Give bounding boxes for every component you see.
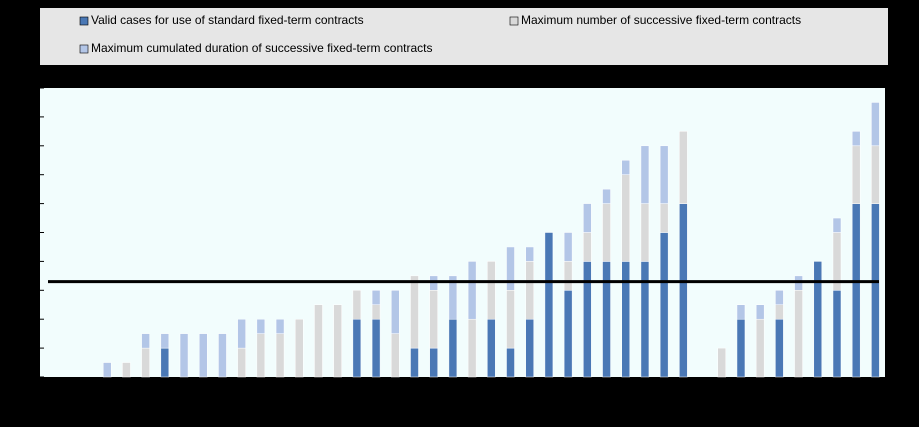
- bar-segment: [736, 318, 746, 378]
- bar-segment: [525, 318, 534, 378]
- bar-segment: [602, 203, 611, 262]
- bar-segment: [467, 261, 477, 320]
- bar-segment: [583, 232, 592, 262]
- bar-segment: [659, 145, 669, 204]
- bar-segment: [583, 261, 592, 378]
- bar-segment: [583, 203, 592, 233]
- bar-segment: [775, 318, 784, 378]
- bar-segment: [640, 145, 650, 204]
- legend-label: Valid cases for use of standard fixed-te…: [91, 13, 364, 27]
- bar-segment: [755, 318, 765, 378]
- bar-segment: [198, 333, 208, 378]
- bar-segment: [563, 261, 573, 291]
- bar-segment: [602, 261, 611, 378]
- bar-segment: [679, 131, 688, 204]
- bar-segment: [659, 203, 669, 233]
- bar-segment: [410, 275, 419, 349]
- bar-segment: [602, 188, 611, 204]
- bar-segment: [775, 290, 784, 305]
- legend-box: [40, 8, 888, 65]
- bar-segment: [775, 304, 784, 320]
- bar-segment: [487, 261, 496, 320]
- bar-segment: [237, 318, 246, 349]
- bar-segment: [755, 304, 765, 320]
- bar-segment: [506, 290, 515, 349]
- bar-segment: [256, 318, 266, 334]
- bar-segment: [563, 232, 573, 262]
- bar-segment: [794, 290, 803, 378]
- bar-segment: [832, 217, 842, 233]
- bar-segment: [525, 246, 534, 262]
- bar-segment: [659, 232, 669, 378]
- bar-segment: [429, 347, 438, 378]
- bar-segment: [352, 290, 362, 320]
- bar-segment: [851, 145, 861, 204]
- bar-segment: [160, 347, 170, 378]
- bar-segment: [179, 333, 189, 378]
- bar-segment: [544, 232, 554, 378]
- bar-segment: [506, 246, 515, 291]
- bar-segment: [160, 333, 170, 349]
- bar-segment: [275, 318, 285, 334]
- bar-segment: [256, 333, 266, 378]
- bar-segment: [621, 160, 630, 175]
- bar-segment: [371, 318, 381, 378]
- bar-segment: [525, 261, 534, 320]
- legend-swatch: [509, 16, 519, 26]
- bar-segment: [621, 261, 630, 378]
- bar-segment: [871, 102, 880, 147]
- bar-segment: [410, 347, 419, 378]
- bar-segment: [679, 203, 688, 378]
- legend-swatch: [79, 44, 89, 54]
- bar-segment: [371, 290, 381, 305]
- bar-segment: [506, 347, 515, 378]
- bar-segment: [717, 347, 727, 378]
- bar-segment: [640, 203, 650, 262]
- bar-segment: [429, 290, 438, 349]
- bar-segment: [141, 333, 150, 349]
- bar-segment: [218, 333, 227, 378]
- bar-segment: [391, 333, 400, 378]
- bar-segment: [851, 203, 861, 378]
- legend-swatch: [79, 16, 89, 26]
- bar-segment: [813, 261, 823, 378]
- bar-segment: [314, 304, 323, 378]
- bar-segment: [467, 318, 477, 378]
- bar-segment: [237, 347, 246, 378]
- bar-segment: [275, 333, 285, 378]
- bar-segment: [102, 362, 112, 378]
- bar-segment: [352, 318, 362, 378]
- legend-label: Maximum number of successive fixed-term …: [521, 13, 801, 27]
- bar-segment: [371, 304, 381, 320]
- bar-segment: [736, 304, 746, 320]
- bar-segment: [832, 290, 842, 378]
- bar-segment: [141, 347, 150, 378]
- legend-label: Maximum cumulated duration of successive…: [91, 41, 432, 55]
- bar-segment: [871, 145, 880, 204]
- bar-segment: [621, 174, 630, 262]
- bar-segment: [448, 275, 458, 320]
- bar-segment: [122, 362, 131, 378]
- bar-segment: [487, 318, 496, 378]
- bar-segment: [563, 290, 573, 378]
- bar-segment: [640, 261, 650, 378]
- bar-segment: [333, 304, 342, 378]
- bar-segment: [448, 318, 458, 378]
- bar-segment: [295, 318, 304, 378]
- bar-segment: [391, 290, 400, 334]
- bar-segment: [871, 203, 880, 378]
- bar-segment: [851, 131, 861, 147]
